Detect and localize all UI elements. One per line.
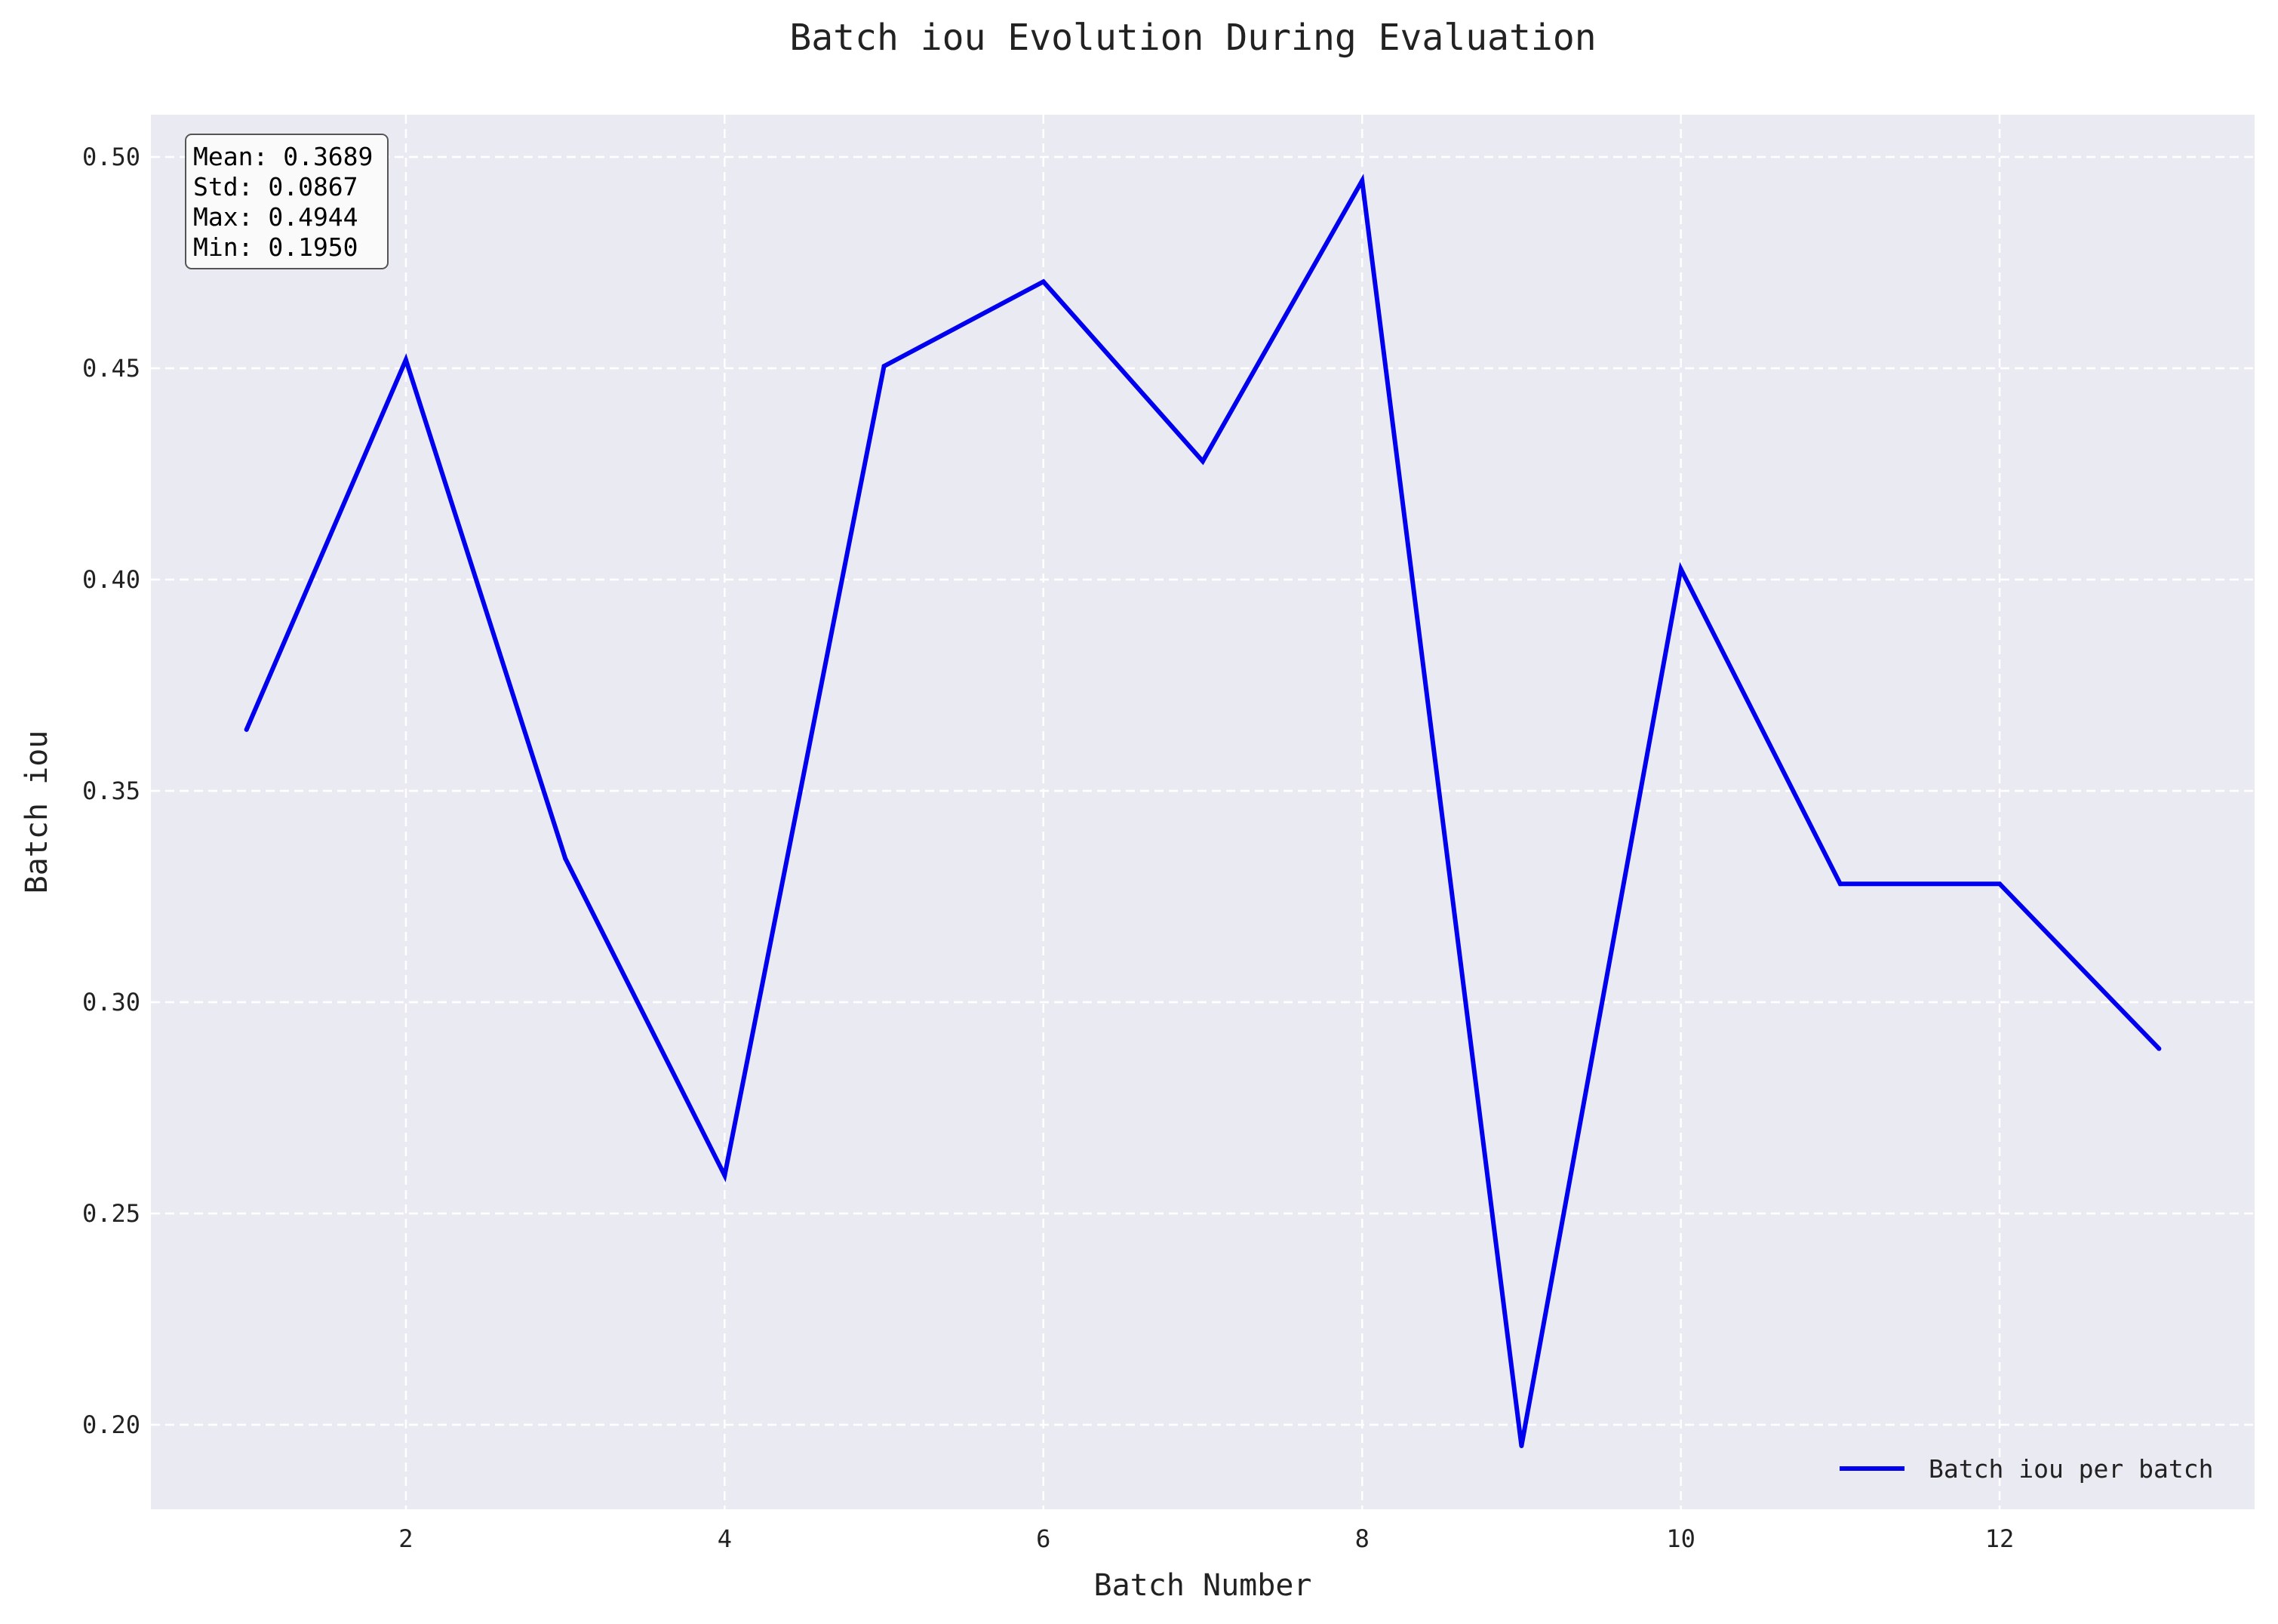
y-tick-label: 0.25 — [82, 1199, 140, 1228]
x-tick-label: 4 — [718, 1524, 732, 1553]
stats-std: Std: 0.0867 — [193, 172, 358, 201]
stats-min: Min: 0.1950 — [193, 232, 358, 262]
y-tick-label: 0.20 — [82, 1410, 140, 1439]
chart-title: Batch iou Evolution During Evaluation — [789, 17, 1596, 59]
y-tick-label: 0.40 — [82, 565, 140, 594]
data-point — [404, 358, 408, 362]
y-tick-label: 0.50 — [82, 143, 140, 171]
x-tick-label: 2 — [398, 1524, 413, 1553]
data-point — [563, 857, 567, 861]
data-point — [1838, 881, 1843, 886]
data-point — [1997, 881, 2002, 886]
stats-mean: Mean: 0.3689 — [193, 142, 373, 171]
data-point — [722, 1173, 727, 1178]
data-point — [1360, 178, 1364, 183]
x-tick-label: 8 — [1355, 1524, 1370, 1553]
x-tick-label: 6 — [1036, 1524, 1050, 1553]
data-point — [1041, 279, 1046, 284]
data-point — [1679, 567, 1683, 571]
data-point — [882, 364, 887, 368]
stats-max: Max: 0.4944 — [193, 202, 358, 232]
data-point — [1200, 459, 1205, 463]
data-point — [2157, 1047, 2161, 1051]
x-tick-label: 10 — [1666, 1524, 1695, 1553]
y-axis-label: Batch iou — [20, 730, 54, 894]
legend-label: Batch iou per batch — [1929, 1454, 2214, 1484]
stats-box: Mean: 0.3689 Std: 0.0867 Max: 0.4944 Min… — [186, 134, 388, 269]
data-point — [244, 727, 249, 732]
y-tick-label: 0.35 — [82, 777, 140, 805]
data-point — [1519, 1444, 1523, 1448]
y-tick-label: 0.45 — [82, 354, 140, 383]
x-axis-label: Batch Number — [1094, 1568, 1312, 1603]
y-tick-label: 0.30 — [82, 988, 140, 1017]
x-tick-label: 12 — [1985, 1524, 2015, 1553]
plot-area — [151, 115, 2255, 1509]
